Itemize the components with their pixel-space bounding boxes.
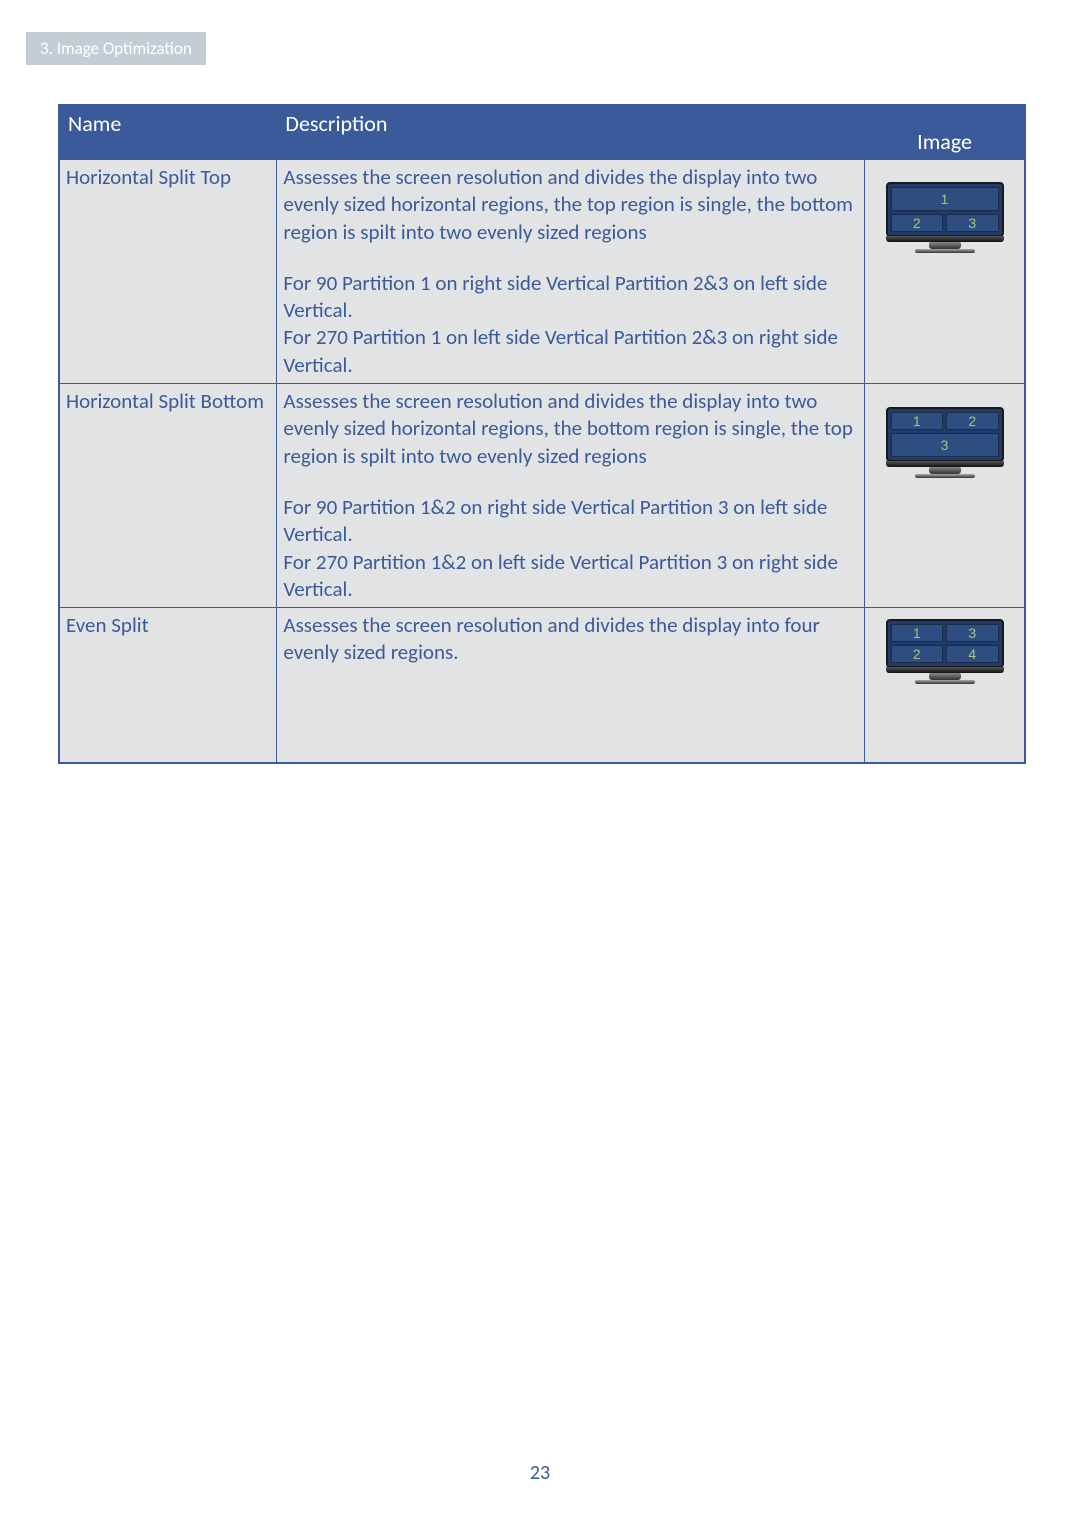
partition-cell: 1 <box>891 624 944 642</box>
col-header-description: Description <box>277 106 865 160</box>
cell-name: Horizontal Split Bottom <box>60 384 277 608</box>
partition-cell: 3 <box>946 624 999 642</box>
table-row: Horizontal Split Top Assesses the screen… <box>60 160 1025 384</box>
col-header-name: Name <box>60 106 277 160</box>
table-row: Even Split Assesses the screen resolutio… <box>60 608 1025 763</box>
monitor-icon-hst: 1 2 3 <box>886 182 1004 253</box>
monitor-icon-hsb: 1 2 3 <box>886 407 1004 478</box>
partition-cell: 3 <box>891 433 999 457</box>
partition-cell: 1 <box>891 412 944 430</box>
partition-cell: 2 <box>946 412 999 430</box>
partition-cell: 4 <box>946 645 999 663</box>
col-header-image: Image <box>865 106 1025 160</box>
partition-cell: 2 <box>891 645 944 663</box>
partition-cell: 2 <box>891 214 944 232</box>
partition-cell: 1 <box>891 187 999 211</box>
cell-image: 1 3 2 4 <box>865 608 1025 763</box>
cell-image: 1 2 3 <box>865 384 1025 608</box>
page-number: 23 <box>0 1461 1080 1485</box>
monitor-icon-even: 1 3 2 4 <box>886 619 1004 684</box>
cell-name: Horizontal Split Top <box>60 160 277 384</box>
partition-table: Name Description Image Horizontal Split … <box>58 104 1026 764</box>
cell-description: Assesses the screen resolution and divid… <box>277 384 865 608</box>
partition-cell: 3 <box>946 214 999 232</box>
cell-description: Assesses the screen resolution and divid… <box>277 608 865 763</box>
table-row: Horizontal Split Bottom Assesses the scr… <box>60 384 1025 608</box>
cell-name: Even Split <box>60 608 277 763</box>
section-tab: 3. Image Optimization <box>26 32 206 65</box>
cell-description: Assesses the screen resolution and divid… <box>277 160 865 384</box>
cell-image: 1 2 3 <box>865 160 1025 384</box>
